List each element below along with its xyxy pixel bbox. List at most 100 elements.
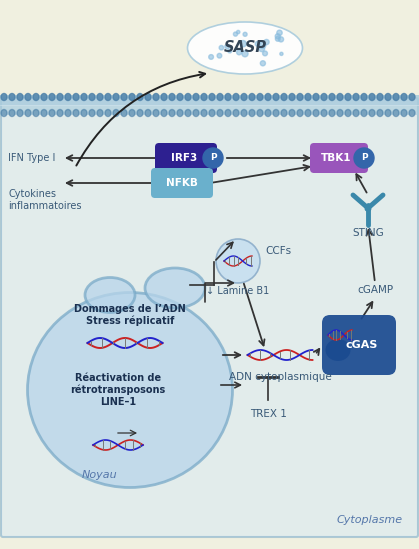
Ellipse shape — [281, 93, 287, 100]
Text: SASP: SASP — [223, 41, 266, 55]
Text: TBK1: TBK1 — [321, 153, 351, 163]
Ellipse shape — [105, 93, 111, 100]
Ellipse shape — [345, 93, 351, 100]
FancyBboxPatch shape — [322, 315, 396, 375]
Ellipse shape — [49, 109, 55, 116]
Circle shape — [354, 148, 374, 168]
Ellipse shape — [233, 93, 239, 100]
Ellipse shape — [105, 109, 111, 116]
Ellipse shape — [345, 109, 351, 116]
Ellipse shape — [17, 109, 23, 116]
Ellipse shape — [169, 109, 175, 116]
Text: TREX 1: TREX 1 — [250, 409, 287, 419]
Ellipse shape — [273, 109, 279, 116]
Ellipse shape — [289, 109, 295, 116]
Ellipse shape — [361, 93, 367, 100]
Ellipse shape — [85, 277, 135, 312]
Ellipse shape — [177, 93, 183, 100]
Ellipse shape — [313, 93, 319, 100]
Ellipse shape — [385, 109, 391, 116]
Ellipse shape — [241, 109, 247, 116]
Ellipse shape — [33, 93, 39, 100]
Ellipse shape — [281, 109, 287, 116]
Text: Dommages de l’ADN
Stress réplicatif: Dommages de l’ADN Stress réplicatif — [74, 304, 186, 326]
Ellipse shape — [97, 93, 103, 100]
Ellipse shape — [49, 93, 55, 100]
Ellipse shape — [137, 93, 143, 100]
Ellipse shape — [393, 93, 399, 100]
Circle shape — [228, 49, 232, 53]
Ellipse shape — [161, 109, 167, 116]
Bar — [0, 106, 419, 115]
Ellipse shape — [41, 109, 47, 116]
Ellipse shape — [65, 109, 71, 116]
Ellipse shape — [369, 93, 375, 100]
Text: STING: STING — [352, 228, 384, 238]
Ellipse shape — [28, 293, 233, 488]
Ellipse shape — [57, 109, 63, 116]
Circle shape — [237, 50, 242, 55]
Ellipse shape — [233, 109, 239, 116]
Ellipse shape — [225, 109, 231, 116]
Ellipse shape — [169, 93, 175, 100]
Text: P: P — [361, 154, 367, 163]
Bar — [0, 95, 419, 106]
Circle shape — [259, 46, 265, 52]
Ellipse shape — [9, 109, 15, 116]
Ellipse shape — [25, 93, 31, 100]
Ellipse shape — [353, 93, 359, 100]
Text: cGAMP: cGAMP — [357, 285, 393, 295]
Ellipse shape — [153, 93, 159, 100]
Text: IRF3: IRF3 — [171, 153, 197, 163]
FancyBboxPatch shape — [310, 143, 368, 173]
Ellipse shape — [161, 93, 167, 100]
Ellipse shape — [217, 93, 223, 100]
Ellipse shape — [353, 109, 359, 116]
FancyBboxPatch shape — [155, 143, 217, 173]
Ellipse shape — [129, 109, 135, 116]
Text: cGAS: cGAS — [346, 340, 378, 350]
Ellipse shape — [25, 109, 31, 116]
Ellipse shape — [17, 93, 23, 100]
Ellipse shape — [113, 93, 119, 100]
Circle shape — [233, 32, 238, 36]
FancyBboxPatch shape — [1, 98, 418, 537]
Circle shape — [236, 30, 240, 33]
Ellipse shape — [81, 109, 87, 116]
Ellipse shape — [313, 109, 319, 116]
Ellipse shape — [57, 93, 63, 100]
Ellipse shape — [249, 93, 255, 100]
Ellipse shape — [257, 93, 263, 100]
Circle shape — [203, 148, 223, 168]
Ellipse shape — [409, 109, 415, 116]
Text: P: P — [210, 154, 216, 163]
Ellipse shape — [305, 93, 311, 100]
Circle shape — [278, 37, 284, 42]
Ellipse shape — [329, 109, 335, 116]
Ellipse shape — [41, 93, 47, 100]
Ellipse shape — [265, 93, 271, 100]
Ellipse shape — [361, 109, 367, 116]
Ellipse shape — [81, 93, 87, 100]
Ellipse shape — [409, 93, 415, 100]
Circle shape — [264, 40, 269, 44]
Circle shape — [216, 239, 260, 283]
Circle shape — [242, 51, 248, 57]
Ellipse shape — [297, 109, 303, 116]
Ellipse shape — [185, 93, 191, 100]
Ellipse shape — [209, 109, 215, 116]
Ellipse shape — [377, 93, 383, 100]
Circle shape — [259, 42, 266, 48]
FancyBboxPatch shape — [151, 168, 213, 198]
Text: ADN cytoplasmique: ADN cytoplasmique — [229, 372, 331, 382]
Ellipse shape — [145, 109, 151, 116]
Circle shape — [275, 36, 280, 41]
Circle shape — [217, 53, 222, 58]
Ellipse shape — [113, 109, 119, 116]
Ellipse shape — [185, 109, 191, 116]
Ellipse shape — [393, 109, 399, 116]
Ellipse shape — [121, 109, 127, 116]
Ellipse shape — [177, 109, 183, 116]
Ellipse shape — [153, 109, 159, 116]
Text: NFKB: NFKB — [166, 178, 198, 188]
